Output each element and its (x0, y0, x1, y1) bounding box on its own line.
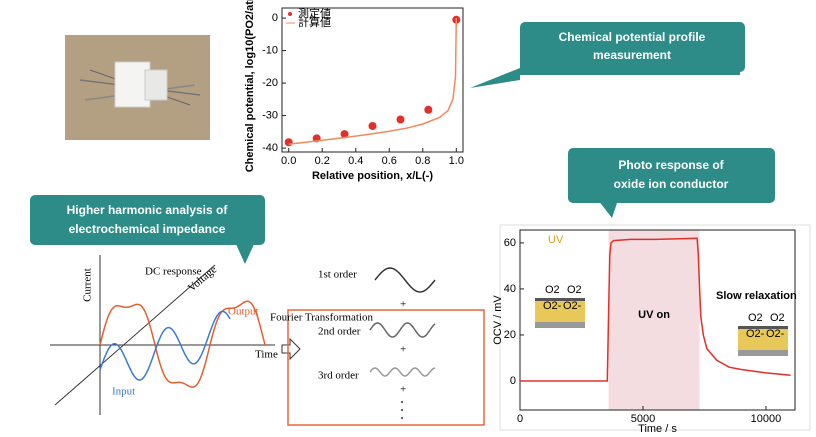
label: + (400, 299, 406, 311)
y-axis-label: OCV / mV (492, 295, 504, 345)
label: 1st order (318, 269, 357, 281)
label: Current (82, 268, 94, 302)
callout-text: oxide ion conductor (614, 177, 729, 191)
callout: Chemical potential profile measurement (470, 22, 745, 88)
label: 3rd order (318, 370, 359, 382)
label: 2nd order (318, 326, 361, 338)
graphical-abstract: Chemical potential profile measurement P… (0, 0, 816, 437)
x-tick-label: 0.6 (382, 155, 397, 167)
callout-text: electrochemical impedance (69, 222, 226, 236)
x-tick-label: 0.4 (348, 155, 363, 167)
annotation: O2- (543, 300, 562, 312)
wave (375, 268, 435, 292)
point (396, 115, 404, 123)
x-axis-label: Time / s (638, 423, 677, 435)
callout: Higher harmonic analysis of electrochemi… (30, 195, 265, 264)
label: Time (255, 349, 278, 361)
label: Fourier Transformation (270, 312, 373, 324)
sample-photo (65, 35, 210, 140)
y-tick-label: 20 (504, 329, 516, 341)
y-tick-label: 40 (504, 283, 516, 295)
point (424, 106, 432, 114)
label: + (400, 344, 406, 356)
annotation: O2 (748, 312, 763, 324)
chart: 0.0 0.2 0.4 0.6 0.8 1.0 0 -10 -20 -30 -40 Relative … (244, 0, 464, 182)
annotation: O2 (545, 284, 560, 296)
y-tick-label: -40 (262, 142, 278, 154)
x-tick-label: 0 (517, 413, 523, 425)
callout-text: measurement (593, 48, 671, 62)
annotation: O2- (766, 328, 785, 340)
y-tick-label: 60 (504, 237, 516, 249)
y-tick-label: -20 (262, 77, 278, 89)
x-tick-label: 10000 (751, 413, 782, 425)
callout-text: Higher harmonic analysis of (67, 203, 229, 217)
annotation: O2 (567, 284, 582, 296)
harmonic-diagram: Current DC response Voltage Output Time … (50, 255, 484, 425)
inset-layer (738, 350, 788, 356)
annotation: Slow relaxation (716, 290, 797, 302)
label: Input (112, 386, 135, 398)
plot-area (282, 8, 463, 152)
y-tick-label: -30 (262, 109, 278, 121)
x-tick-label: 0.2 (315, 155, 330, 167)
legend-marker (288, 12, 292, 16)
legend-label: 計算値 (298, 15, 331, 29)
y-tick-label: -10 (262, 44, 278, 56)
label: + (400, 384, 406, 396)
x-axis-label: Relative position, x/L(-) (312, 170, 433, 182)
point (285, 138, 293, 146)
point (369, 122, 377, 130)
annotation: O2- (746, 328, 765, 340)
x-tick-label: 0.8 (415, 155, 430, 167)
callout-text: Chemical potential profile (559, 30, 706, 44)
inset-layer (535, 322, 585, 328)
annotation: UV (548, 234, 564, 246)
highlight-label: UV on (638, 309, 670, 321)
wave (370, 323, 435, 337)
callout-text: Photo response of (618, 158, 724, 172)
annotation: O2- (563, 300, 582, 312)
x-tick-label: 0.0 (281, 155, 296, 167)
y-tick-label: 0 (272, 12, 278, 24)
wave (370, 368, 435, 376)
label: DC response (145, 266, 202, 278)
y-axis-label: Chemical potential, log10(PO2/atm) (244, 0, 256, 172)
x-tick-label: 1.0 (449, 155, 464, 167)
annotation: O2 (770, 312, 785, 324)
y-tick-label: 0 (510, 375, 516, 387)
callout: Photo response of oxide ion conductor (568, 148, 775, 218)
